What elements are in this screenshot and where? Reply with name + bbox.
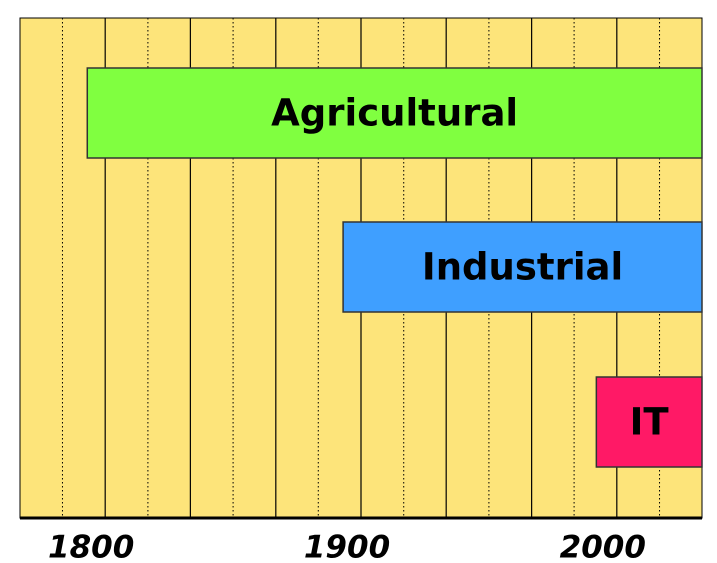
era-label: Industrial (422, 246, 623, 289)
era-bar (342, 221, 703, 313)
x-tick-label: 2000 (560, 530, 646, 563)
era-label: Agricultural (271, 92, 518, 135)
era-bar (86, 67, 703, 159)
era-bar (595, 376, 703, 468)
era-label: IT (630, 401, 670, 444)
x-tick-label: 1800 (48, 530, 134, 563)
x-tick-label: 1900 (304, 530, 390, 563)
